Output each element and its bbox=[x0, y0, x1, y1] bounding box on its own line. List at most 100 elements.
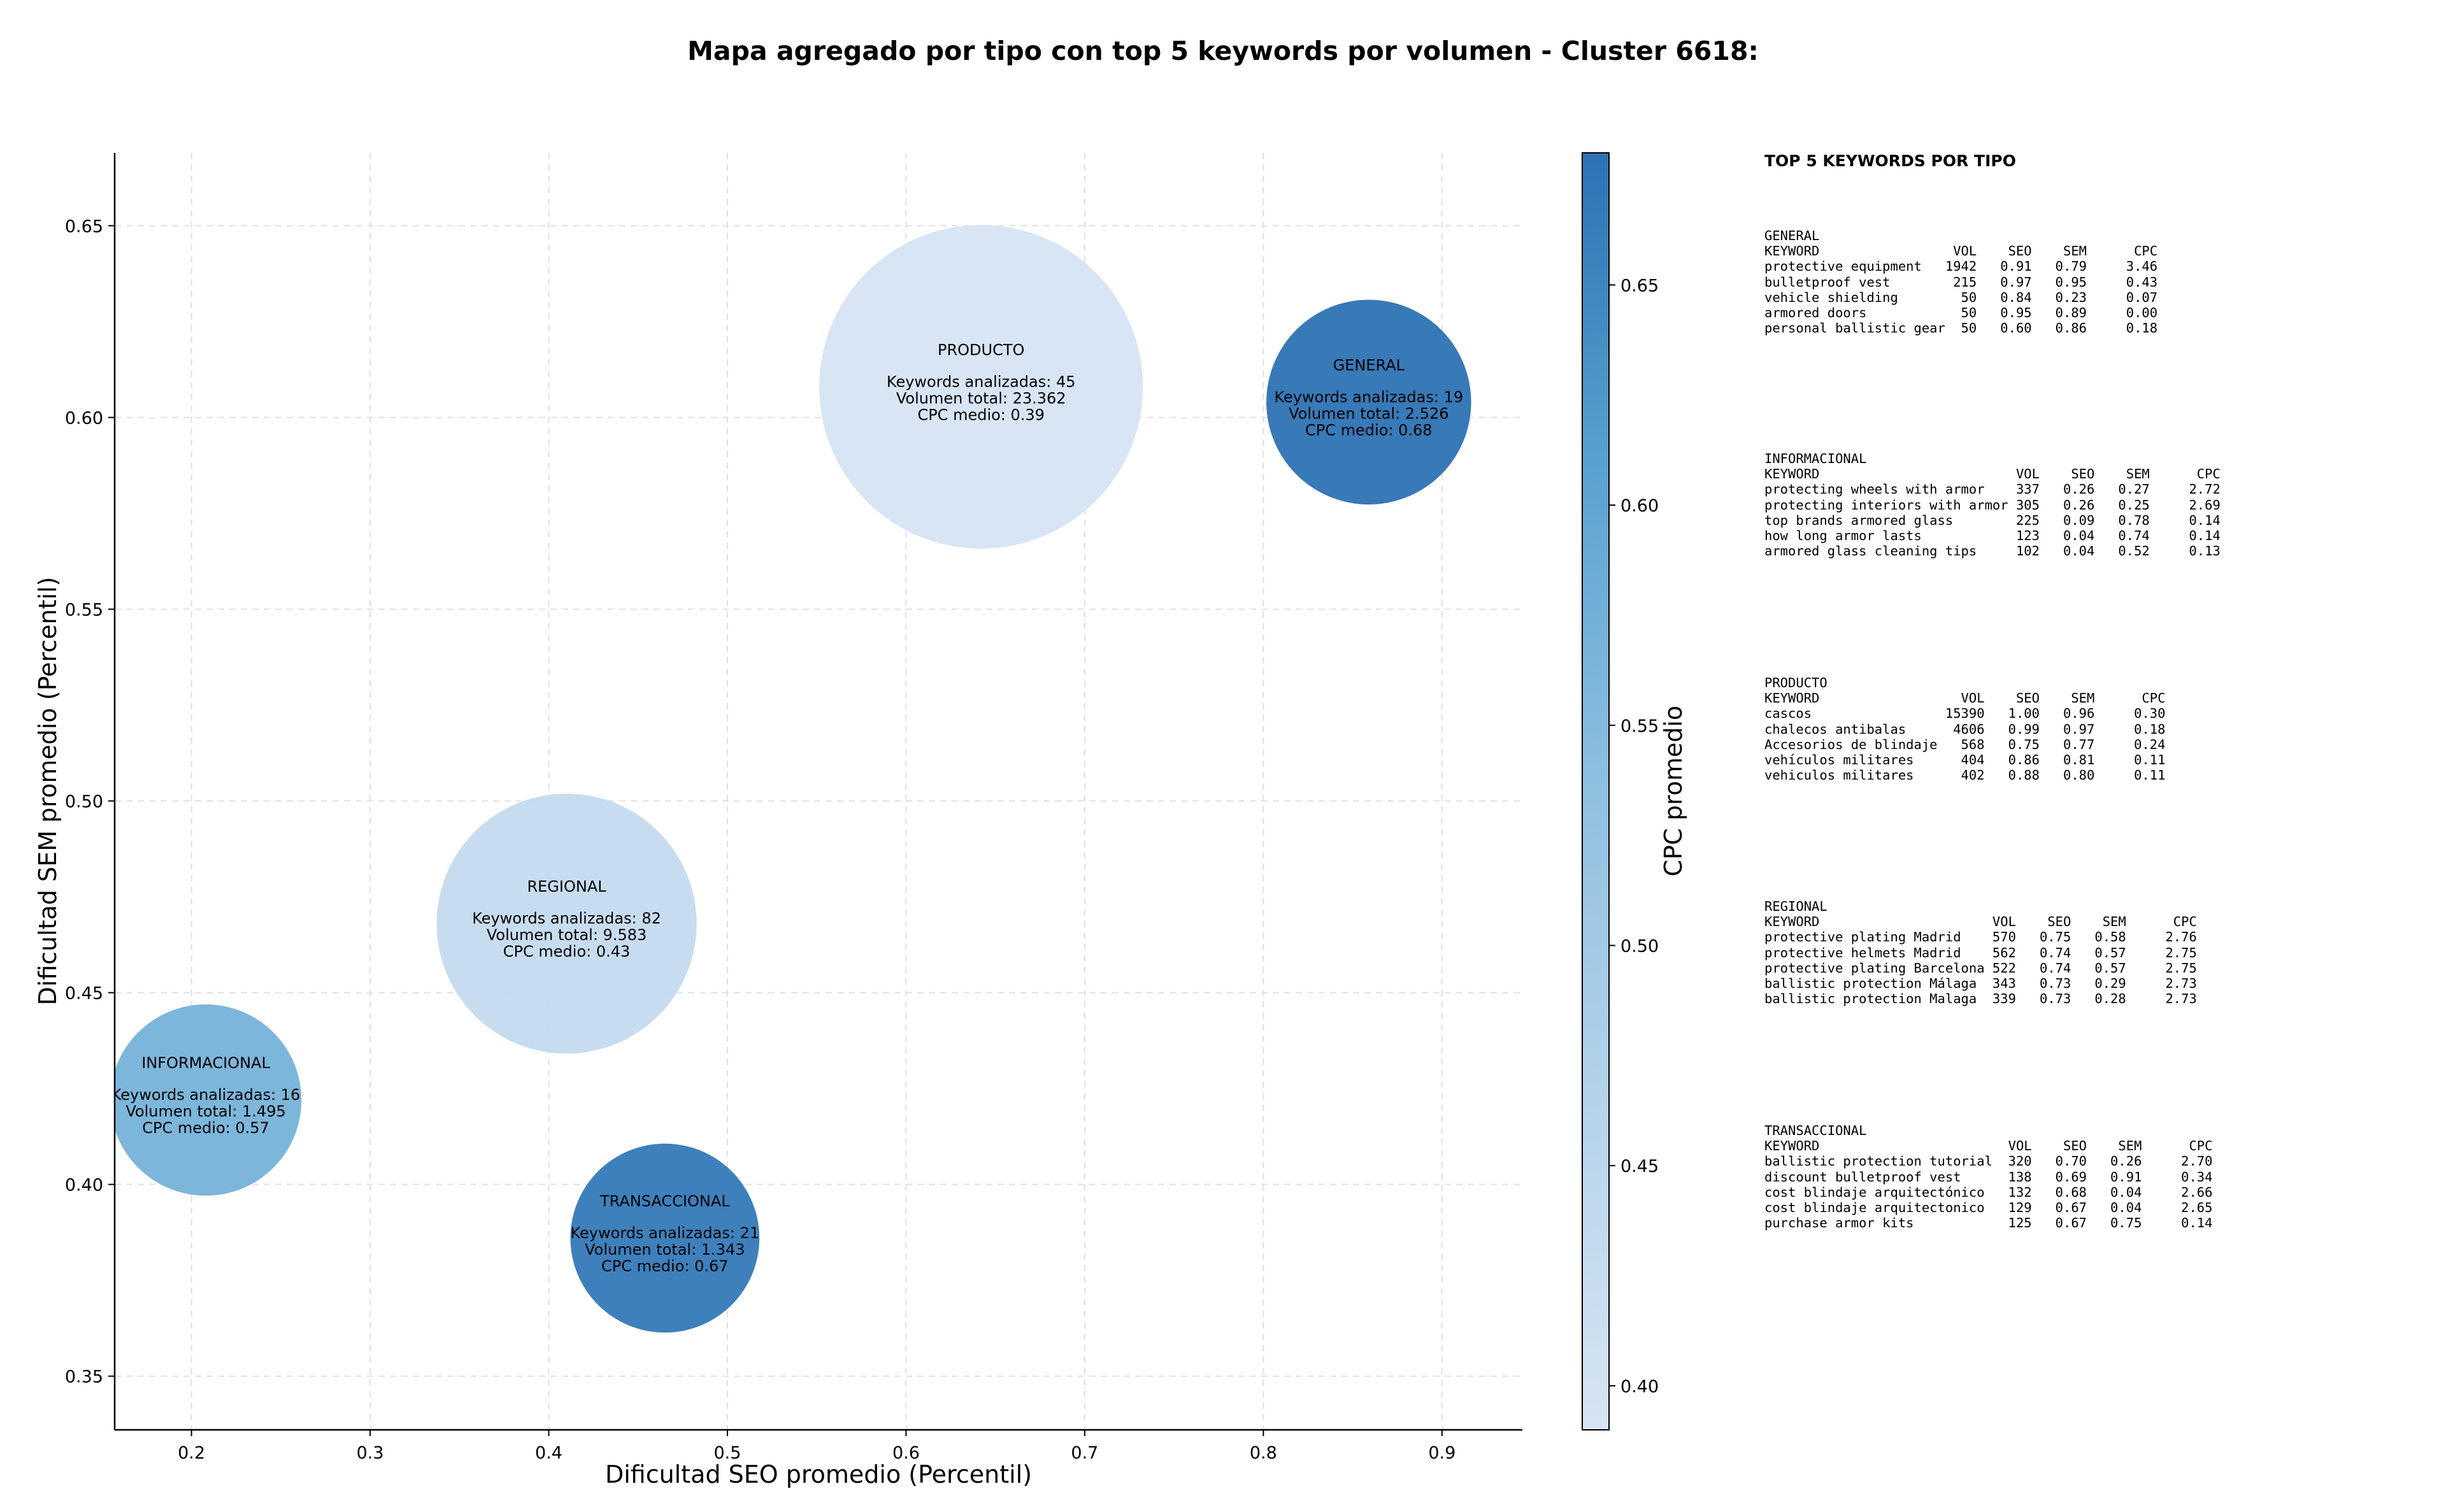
x-tick-label: 0.9 bbox=[1428, 1443, 1455, 1463]
keyword-table-header: KEYWORD VOL SEO SEM CPC bbox=[1764, 914, 2197, 930]
y-axis-label: Dificultad SEM promedio (Percentil) bbox=[34, 577, 62, 1006]
keyword-table-row: protecting wheels with armor 337 0.26 0.… bbox=[1764, 481, 2221, 497]
colorbar-tick-label: 0.50 bbox=[1620, 936, 1659, 956]
x-tick-label: 0.8 bbox=[1250, 1443, 1277, 1463]
y-tick-label: 0.65 bbox=[65, 217, 103, 236]
x-tick-label: 0.2 bbox=[178, 1443, 205, 1463]
x-tick-label: 0.7 bbox=[1071, 1443, 1098, 1463]
bubble-circle bbox=[1266, 299, 1471, 505]
colorbar-tick-label: 0.60 bbox=[1620, 496, 1659, 516]
keyword-table-general: GENERAL KEYWORD VOL SEO SEM CPC protective… bbox=[1764, 228, 2157, 336]
keyword-table-row: vehiculos militares 402 0.88 0.80 0.11 bbox=[1764, 767, 2166, 783]
keyword-table-header: KEYWORD VOL SEO SEM CPC bbox=[1764, 243, 2158, 259]
keyword-table-row: cost blindaje arquitectonico 129 0.67 0.… bbox=[1764, 1200, 2213, 1216]
bubble-label-name: INFORMACIONAL bbox=[141, 1054, 270, 1072]
y-tick-label: 0.35 bbox=[65, 1367, 103, 1387]
keyword-table-heading: PRODUCTO bbox=[1764, 675, 1827, 690]
keyword-table-row: cascos 15390 1.00 0.96 0.30 bbox=[1764, 706, 2166, 722]
colorbar bbox=[1582, 152, 1610, 1430]
keyword-table-row: protecting interiors with armor 305 0.26… bbox=[1764, 497, 2221, 513]
bubble-circle bbox=[436, 794, 697, 1054]
x-tick-label: 0.4 bbox=[535, 1443, 562, 1463]
y-tick-label: 0.45 bbox=[65, 984, 103, 1004]
bubble-label-name: PRODUCTO bbox=[938, 341, 1024, 359]
bubble-transaccional: TRANSACCIONAL Keywords analizadas: 21Volu… bbox=[570, 1143, 760, 1333]
keyword-table-row: ballistic protection tutorial 320 0.70 0… bbox=[1764, 1153, 2213, 1169]
keyword-table-row: protective helmets Madrid 562 0.74 0.57 … bbox=[1764, 945, 2197, 960]
keyword-table-informacional: INFORMACIONAL KEYWORD VOL SEO SEM CPC prot… bbox=[1764, 451, 2221, 559]
keyword-table-row: vehicle shielding 50 0.84 0.23 0.07 bbox=[1764, 289, 2158, 305]
keyword-table-heading: GENERAL bbox=[1764, 228, 1820, 243]
x-tick-label: 0.3 bbox=[357, 1443, 384, 1463]
keyword-tables-panel: TOP 5 KEYWORDS POR TIPO GENERAL KEYWORD V… bbox=[1764, 152, 2433, 1230]
y-tick-label: 0.60 bbox=[65, 408, 103, 428]
keyword-table-header: KEYWORD VOL SEO SEM CPC bbox=[1764, 1138, 2213, 1154]
keyword-table-row: protective plating Madrid 570 0.75 0.58 … bbox=[1764, 929, 2197, 945]
keyword-table-row: ballistic protection Malaga 339 0.73 0.2… bbox=[1764, 991, 2197, 1007]
keyword-table-row: chalecos antibalas 4606 0.99 0.97 0.18 bbox=[1764, 721, 2166, 737]
keyword-table-row: personal ballistic gear 50 0.60 0.86 0.1… bbox=[1764, 320, 2158, 336]
bubble-label-name: GENERAL bbox=[1333, 356, 1405, 374]
keyword-table-row: Accesorios de blindaje 568 0.75 0.77 0.2… bbox=[1764, 736, 2166, 752]
bubble-label-volume_line: Volumen total: 1.495 bbox=[125, 1102, 285, 1120]
bubble-label-keywords_line: Keywords analizadas: 21 bbox=[571, 1224, 760, 1242]
bubble-circle bbox=[115, 1004, 302, 1196]
keyword-table-row: ballistic protection Málaga 343 0.73 0.2… bbox=[1764, 976, 2197, 992]
bubble-circle bbox=[570, 1143, 760, 1333]
bubble-label-keywords_line: Keywords analizadas: 16 bbox=[111, 1086, 301, 1104]
keyword-table-row: protective plating Barcelona 522 0.74 0.… bbox=[1764, 960, 2197, 976]
colorbar-tick-label: 0.40 bbox=[1620, 1377, 1659, 1397]
keyword-table-row: purchase armor kits 125 0.67 0.75 0.14 bbox=[1764, 1215, 2213, 1231]
x-axis-label: Dificultad SEO promedio (Percentil) bbox=[605, 1460, 1032, 1488]
keyword-tables-title: TOP 5 KEYWORDS POR TIPO bbox=[1764, 152, 2016, 170]
bubble-informacional: INFORMACIONAL Keywords analizadas: 16Volu… bbox=[111, 1004, 302, 1196]
bubble-label-keywords_line: Keywords analizadas: 45 bbox=[887, 373, 1076, 390]
colorbar-tick-label: 0.55 bbox=[1620, 717, 1659, 736]
keyword-table-row: cost blindaje arquitectónico 132 0.68 0.… bbox=[1764, 1184, 2213, 1200]
keyword-table-header: KEYWORD VOL SEO SEM CPC bbox=[1764, 466, 2221, 482]
bubble-label-cpc_line: CPC medio: 0.57 bbox=[142, 1119, 269, 1137]
bubble-label-volume_line: Volumen total: 9.583 bbox=[487, 926, 647, 944]
keyword-table-producto: PRODUCTO KEYWORD VOL SEO SEM CPC cascos 15… bbox=[1764, 675, 2165, 783]
keyword-table-heading: INFORMACIONAL bbox=[1764, 451, 1867, 466]
x-tick-label: 0.5 bbox=[713, 1443, 741, 1463]
bubble-label-volume_line: Volumen total: 2.526 bbox=[1289, 404, 1448, 422]
bubble-label-name: REGIONAL bbox=[527, 878, 606, 895]
x-tick-label: 0.6 bbox=[892, 1443, 920, 1463]
colorbar-tick-label: 0.65 bbox=[1620, 276, 1659, 296]
keyword-table-row: armored doors 50 0.95 0.89 0.00 bbox=[1764, 305, 2158, 321]
keyword-table-header: KEYWORD VOL SEO SEM CPC bbox=[1764, 690, 2166, 706]
bubble-label-keywords_line: Keywords analizadas: 82 bbox=[472, 909, 661, 927]
colorbar-tick-label: 0.45 bbox=[1620, 1157, 1659, 1176]
keyword-table-row: how long armor lasts 123 0.04 0.74 0.14 bbox=[1764, 528, 2221, 544]
keyword-table-row: armored glass cleaning tips 102 0.04 0.5… bbox=[1764, 543, 2221, 559]
y-tick-label: 0.55 bbox=[65, 601, 103, 620]
bubble-label-cpc_line: CPC medio: 0.39 bbox=[917, 406, 1045, 424]
keyword-table-row: bulletproof vest 215 0.97 0.95 0.43 bbox=[1764, 274, 2158, 290]
keyword-table-heading: TRANSACCIONAL bbox=[1764, 1123, 1867, 1138]
keyword-table-row: discount bulletproof vest 138 0.69 0.91 … bbox=[1764, 1169, 2213, 1185]
y-tick-label: 0.50 bbox=[65, 792, 103, 812]
bubble-label-cpc_line: CPC medio: 0.43 bbox=[503, 943, 631, 960]
keyword-table-transaccional: TRANSACCIONAL KEYWORD VOL SEO SEM CPC ball… bbox=[1764, 1123, 2213, 1230]
bubble-label-volume_line: Volumen total: 23.362 bbox=[896, 389, 1066, 407]
bubble-label-cpc_line: CPC medio: 0.68 bbox=[1305, 421, 1433, 439]
bubble-label-volume_line: Volumen total: 1.343 bbox=[585, 1241, 745, 1259]
keyword-table-row: vehículos militares 404 0.86 0.81 0.11 bbox=[1764, 752, 2166, 768]
y-tick-label: 0.40 bbox=[65, 1176, 103, 1195]
chart-title: Mapa agregado por tipo con top 5 keyword… bbox=[687, 36, 1759, 66]
keyword-table-regional: REGIONAL KEYWORD VOL SEO SEM CPC protectiv… bbox=[1764, 899, 2197, 1006]
bubble-label-keywords_line: Keywords analizadas: 19 bbox=[1275, 388, 1464, 406]
bubble-circle bbox=[819, 225, 1143, 549]
keyword-table-row: protective equipment 1942 0.91 0.79 3.46 bbox=[1764, 259, 2158, 275]
colorbar-label: CPC promedio bbox=[1659, 706, 1687, 877]
keyword-table-heading: REGIONAL bbox=[1764, 899, 1827, 914]
bubble-label-name: TRANSACCIONAL bbox=[599, 1192, 730, 1210]
keyword-table-row: top brands armored glass 225 0.09 0.78 0… bbox=[1764, 512, 2221, 528]
bubble-label-cpc_line: CPC medio: 0.67 bbox=[601, 1257, 729, 1275]
plot-axes bbox=[113, 153, 1522, 1431]
